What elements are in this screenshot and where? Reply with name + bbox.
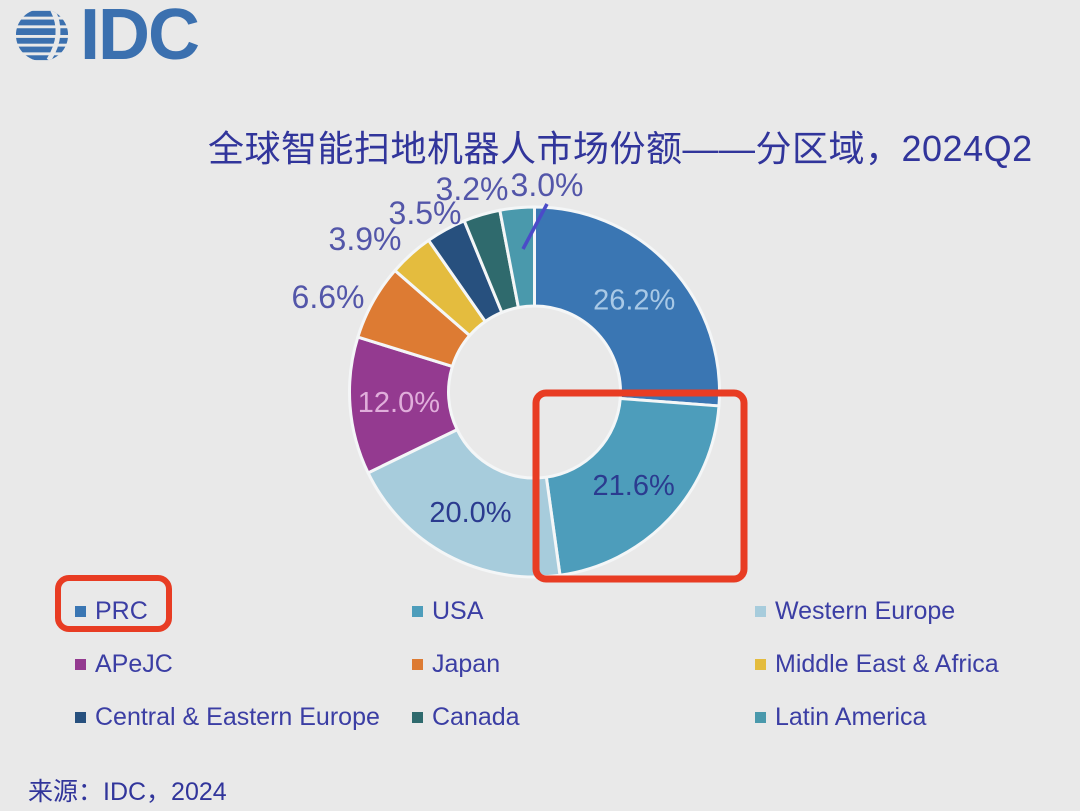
legend-item-usa: USA: [412, 597, 755, 626]
legend-item-central-eastern-europe: Central & Eastern Europe: [75, 703, 412, 732]
legend-item-apejc: APeJC: [75, 650, 412, 679]
idc-globe-icon: [15, 8, 69, 62]
legend-item-prc: PRC: [75, 597, 412, 626]
legend-label: APeJC: [95, 650, 173, 678]
legend-marker-icon: [75, 712, 86, 723]
legend-marker-icon: [75, 606, 86, 617]
percent-label-usa: 21.6%: [593, 470, 675, 502]
percent-label-middle-east-africa: 3.9%: [329, 221, 402, 257]
legend-label: PRC: [95, 597, 148, 625]
source-note: 来源：IDC，2024: [28, 778, 227, 806]
legend-marker-icon: [75, 659, 86, 670]
idc-logo: IDC: [14, 0, 200, 75]
percent-label-central-eastern-europe: 3.5%: [389, 195, 462, 231]
legend-marker-icon: [412, 712, 423, 723]
chart-legend: PRC USA Western Europe APeJC Japan Middle Eas…: [75, 585, 999, 744]
usa-slice-highlight-box: [532, 389, 748, 583]
legend-item-latin-america: Latin America: [755, 703, 999, 732]
legend-label: Central & Eastern Europe: [95, 703, 380, 731]
pie-slice-prc: [533, 205, 721, 408]
legend-label: Japan: [432, 650, 501, 678]
legend-item-canada: Canada: [412, 703, 755, 732]
legend-item-western-europe: Western Europe: [755, 597, 999, 626]
label-leader-line: [521, 203, 549, 250]
pie-slice-western-europe: [366, 428, 562, 579]
legend-label: Canada: [432, 703, 520, 731]
legend-marker-icon: [755, 712, 766, 723]
legend-label: Western Europe: [775, 597, 956, 625]
legend-item-middle-east-africa: Middle East & Africa: [755, 650, 999, 679]
legend-label: USA: [432, 597, 484, 625]
percent-label-canada: 3.2%: [436, 171, 509, 207]
legend-label: Latin America: [775, 703, 927, 731]
percent-label-western-europe: 20.0%: [429, 497, 511, 529]
pie-slice-usa: [544, 396, 721, 577]
chart-title: 全球智能扫地机器人市场份额——分区域，2024Q2: [208, 128, 1033, 169]
idc-logo-text: IDC: [80, 0, 200, 75]
percent-label-apejc: 12.0%: [358, 387, 440, 419]
legend-item-japan: Japan: [412, 650, 755, 679]
percent-label-japan: 6.6%: [292, 279, 365, 315]
legend-marker-icon: [412, 659, 423, 670]
legend-marker-icon: [412, 606, 423, 617]
legend-marker-icon: [755, 606, 766, 617]
percent-label-latin-america: 3.0%: [511, 167, 584, 203]
legend-marker-icon: [755, 659, 766, 670]
legend-label: Middle East & Africa: [775, 650, 999, 678]
pie-slice-latin-america: [498, 205, 536, 310]
percent-label-prc: 26.2%: [593, 285, 675, 317]
